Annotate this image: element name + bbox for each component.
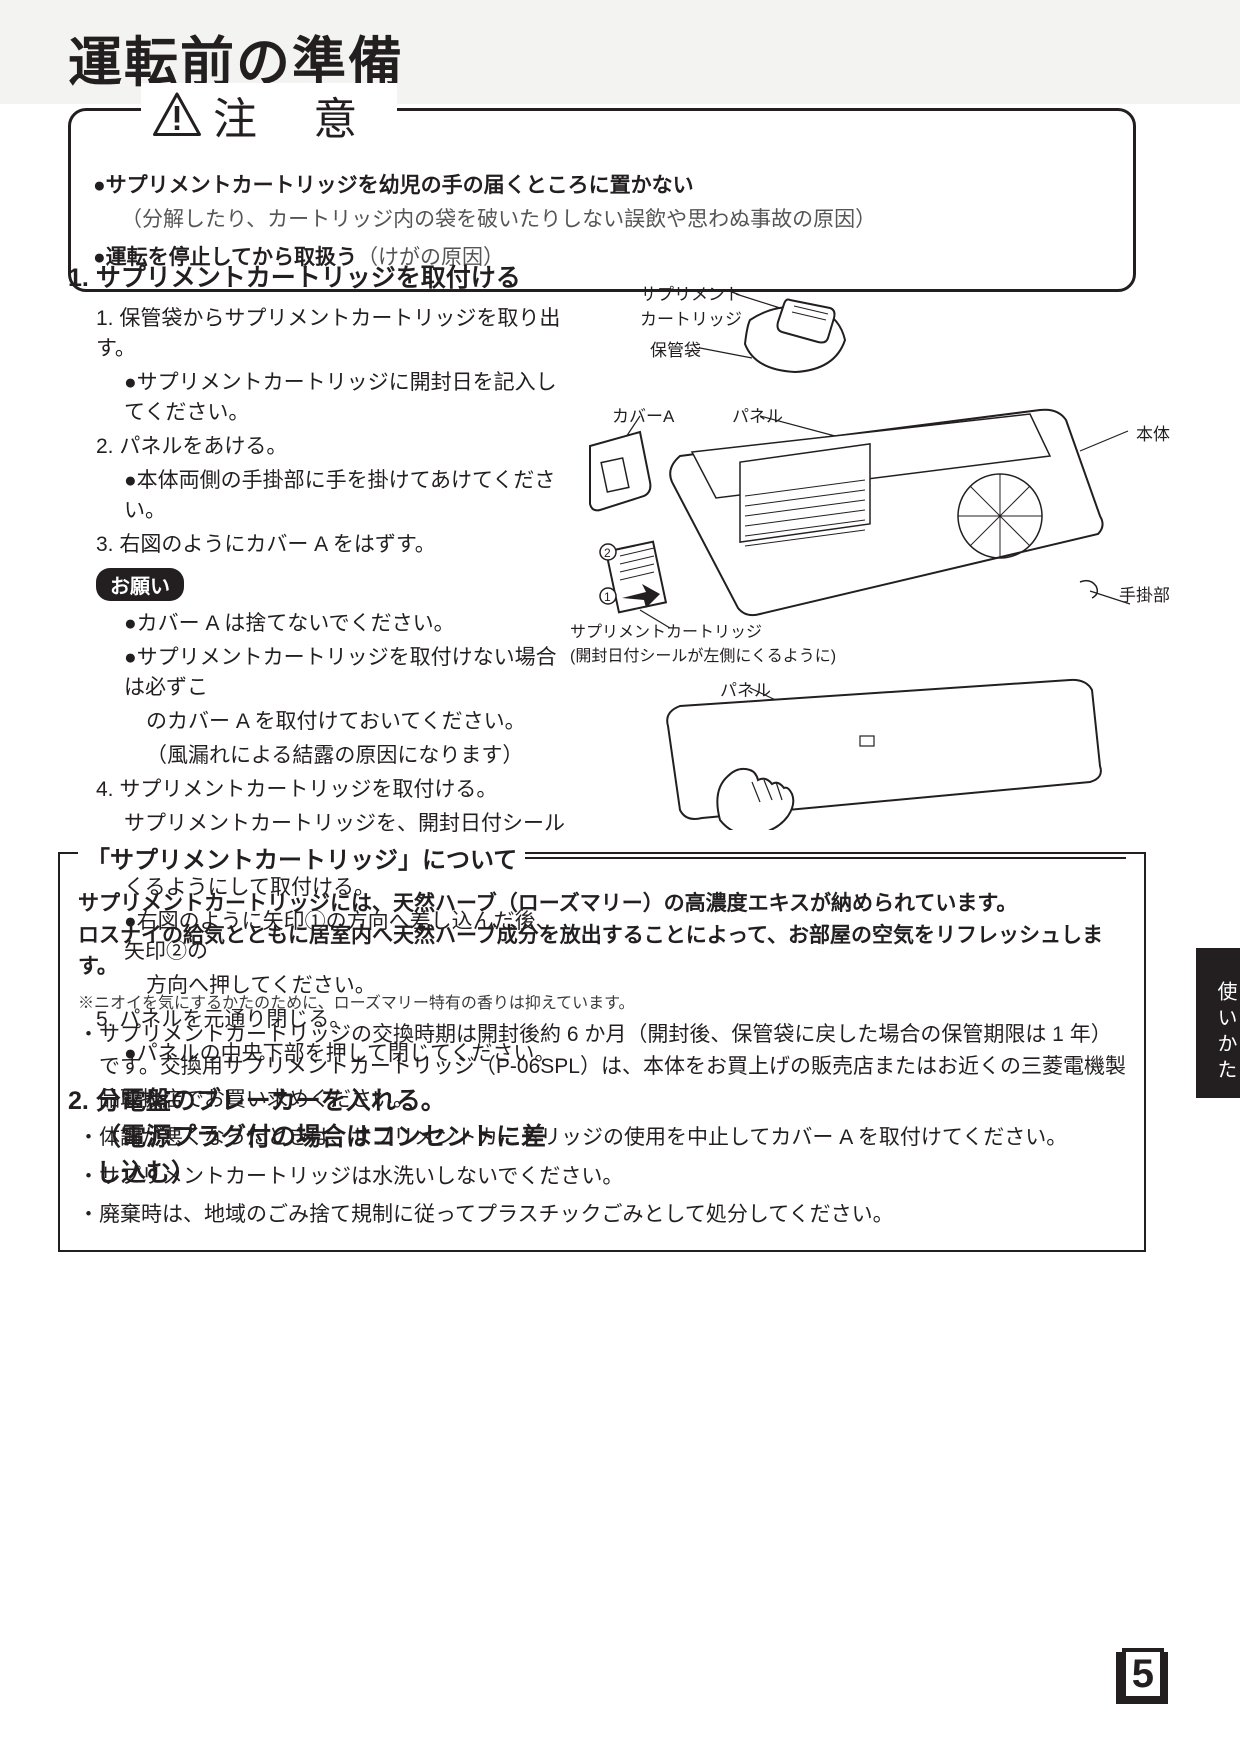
about-l1: ・サプリメントカートリッジの交換時期は開封後約 6 か月（開封後、保管袋に戻した… <box>78 1019 1126 1117</box>
side-tab: 使いかた <box>1196 948 1240 1098</box>
step-4: 4. サプリメントカートリッジを取付ける。 <box>96 773 568 803</box>
req-2c: （風漏れによる結露の原因になります） <box>146 739 568 769</box>
manual-page: 運転前の準備 注 意 ●サプリメントカートリッジを幼児の手の届くところに置かない… <box>0 0 1240 1754</box>
close-illustration-icon <box>640 670 1120 830</box>
about-l3: ・サプリメントカートリッジは水洗いしないでください。 <box>78 1161 1126 1194</box>
page-number: 5 <box>1122 1648 1164 1700</box>
about-box: 「サプリメントカートリッジ」について サプリメントカートリッジには、天然ハーブ（… <box>58 852 1146 1252</box>
step-1b: ●サプリメントカートリッジに開封日を記入してください。 <box>124 366 568 426</box>
caution-header: 注 意 <box>141 83 397 147</box>
unit-illustration-icon: 1 2 <box>570 396 1170 666</box>
about-note: ※ニオイを気にするかたのために、ローズマリー特有の香りは抑えています。 <box>78 989 1126 1013</box>
step-2: 2. パネルをあける。 <box>96 430 568 460</box>
svg-text:2: 2 <box>604 546 611 560</box>
caution-line1: ●サプリメントカートリッジを幼児の手の届くところに置かない <box>93 169 1111 199</box>
step-3: 3. 右図のようにカバー A をはずす。 <box>96 528 568 558</box>
step-1: 1. 保管袋からサプリメントカートリッジを取り出す。 <box>96 302 568 362</box>
req-2: ●サプリメントカートリッジを取付けない場合は必ずこ <box>124 641 568 701</box>
warning-icon <box>153 91 201 139</box>
about-title: 「サプリメントカートリッジ」について <box>78 840 525 875</box>
req-1: ●カバー A は捨てないでください。 <box>124 607 568 637</box>
about-bold-2: ロスナイの給気とともに居室内へ天然ハーブ成分を放出することによって、お部屋の空気… <box>78 920 1126 983</box>
illustration-close: パネル <box>640 670 1120 830</box>
bag-illustration-icon <box>640 280 890 390</box>
svg-text:1: 1 <box>604 590 611 604</box>
about-l2: ・体調が悪くなったときは、サプリメントカートリッジの使用を中止してカバー A を… <box>78 1122 1126 1155</box>
about-title-row: 「サプリメントカートリッジ」について <box>78 840 1126 875</box>
request-pill: お願い <box>96 568 184 601</box>
caution-header-text: 注 意 <box>213 83 379 147</box>
illustration-unit: カバーA パネル 本体 手掛部 サプリメントカートリッジ (開封日付シールが左側… <box>570 396 1170 666</box>
section1-heading: 1. サプリメントカートリッジを取付ける <box>68 258 1136 294</box>
caution-line1-grey: （分解したり、カートリッジ内の袋を破いたりしない誤飲や思わぬ事故の原因） <box>121 203 1111 233</box>
about-l4: ・廃棄時は、地域のごみ捨て規制に従ってプラスチックごみとして処分してください。 <box>78 1199 1126 1232</box>
illustration-bag: サプリメント カートリッジ 保管袋 <box>640 280 890 390</box>
req-2b: のカバー A を取付けておいてください。 <box>146 705 568 735</box>
about-bold-1: サプリメントカートリッジには、天然ハーブ（ローズマリー）の高濃度エキスが納められ… <box>78 888 1126 920</box>
step-2b: ●本体両側の手掛部に手を掛けてあけてください。 <box>124 464 568 524</box>
about-title-rule <box>525 857 1126 859</box>
